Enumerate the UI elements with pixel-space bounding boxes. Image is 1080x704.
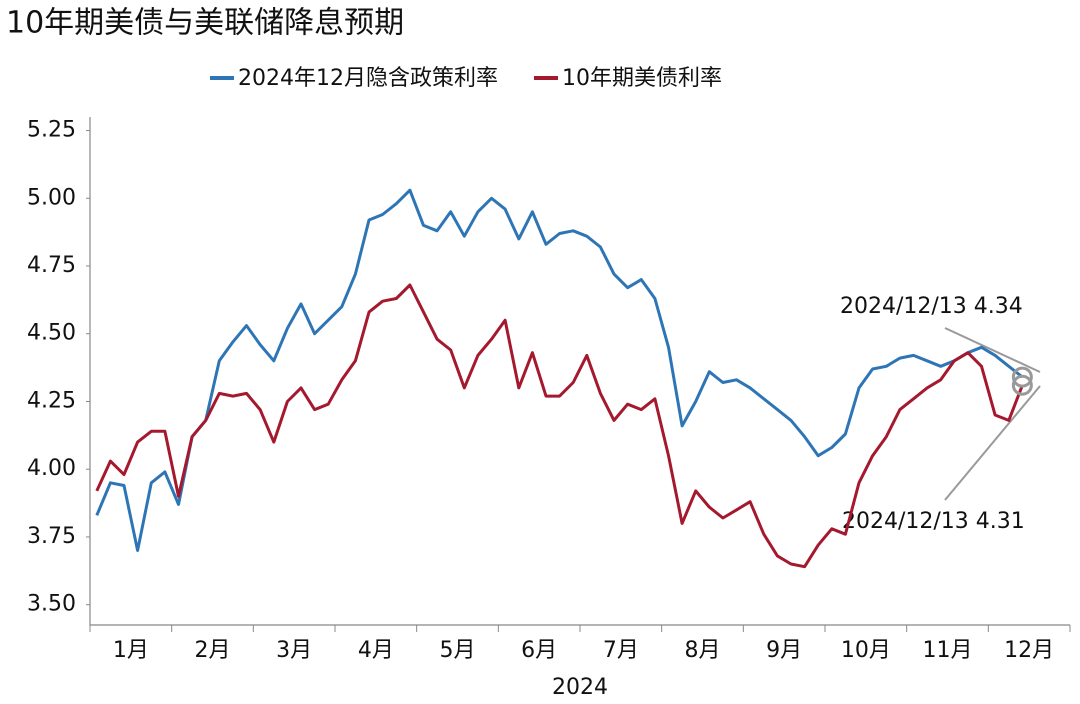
annotation-leader xyxy=(944,327,1041,373)
series-line xyxy=(95,188,1024,552)
x-tick-label: 3月 xyxy=(276,638,312,663)
x-tick-label: 7月 xyxy=(603,638,639,663)
x-tick-label: 12月 xyxy=(1004,638,1054,663)
x-axis-label: 2024 xyxy=(552,675,608,700)
y-tick-label: 4.00 xyxy=(27,456,76,481)
y-tick-label: 3.50 xyxy=(27,592,76,617)
y-tick-label: 5.00 xyxy=(27,185,76,210)
annotation: 2024/12/13 4.34 xyxy=(840,294,1023,319)
annotation-marker xyxy=(1011,366,1033,388)
y-tick-label: 4.25 xyxy=(27,388,76,413)
x-tick-label: 10月 xyxy=(841,638,891,663)
annotation-leader xyxy=(944,385,1041,501)
y-tick-label: 5.25 xyxy=(27,118,76,143)
legend-label: 10年期美债利率 xyxy=(562,66,722,91)
chart-title: 10年期美债与美联储降息预期 xyxy=(6,6,404,41)
x-tick-label: 5月 xyxy=(440,638,476,663)
annotation: 2024/12/13 4.31 xyxy=(842,509,1025,534)
series-line xyxy=(95,283,1024,569)
legend-label: 2024年12月隐含政策利率 xyxy=(238,66,498,91)
x-tick-label: 11月 xyxy=(923,638,973,663)
x-tick-label: 9月 xyxy=(766,638,802,663)
y-tick-label: 4.75 xyxy=(27,253,76,278)
y-tick-label: 3.75 xyxy=(27,524,76,549)
x-tick-label: 4月 xyxy=(358,638,394,663)
x-tick-label: 8月 xyxy=(685,638,721,663)
y-tick-label: 4.50 xyxy=(27,321,76,346)
annotation-marker xyxy=(1011,374,1033,396)
x-tick-label: 1月 xyxy=(113,638,149,663)
x-tick-label: 6月 xyxy=(521,638,557,663)
legend: 2024年12月隐含政策利率 10年期美债利率 xyxy=(210,66,722,91)
x-tick-label: 2月 xyxy=(195,638,231,663)
